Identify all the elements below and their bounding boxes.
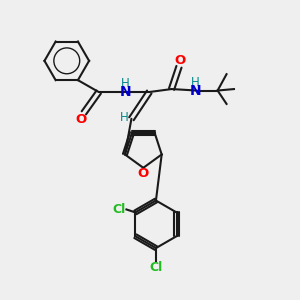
Text: Cl: Cl [149,261,163,274]
Text: N: N [120,85,131,99]
Text: N: N [190,83,201,98]
Text: Cl: Cl [112,203,126,216]
Text: H: H [191,76,200,89]
Text: H: H [121,77,130,90]
Text: O: O [75,113,86,126]
Text: H: H [120,111,128,124]
Text: O: O [175,54,186,67]
Text: O: O [138,167,149,180]
